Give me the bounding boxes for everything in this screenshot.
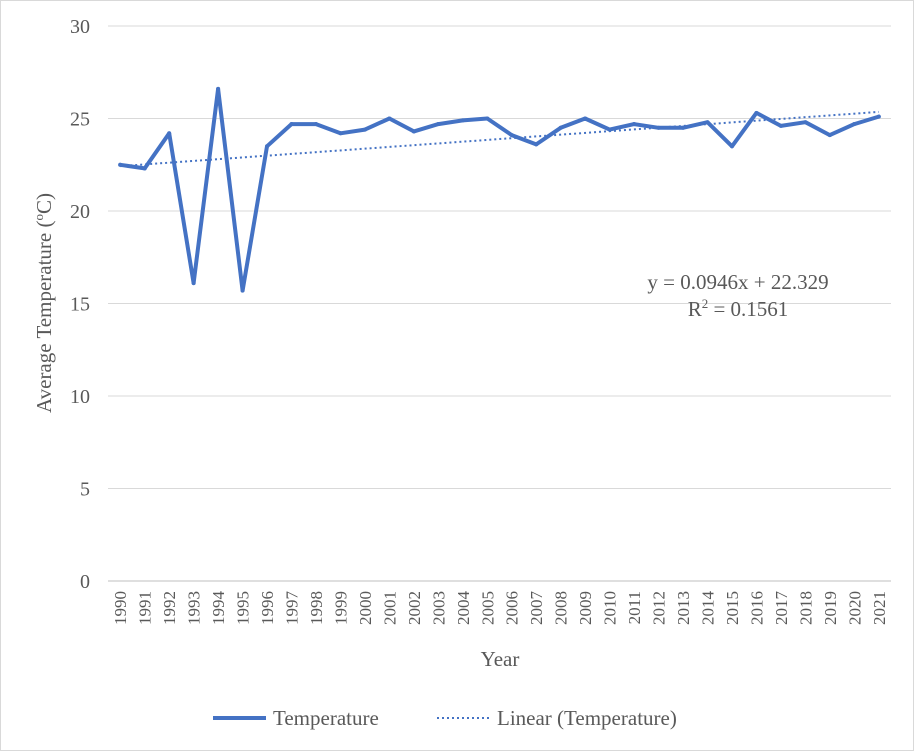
x-tick-label: 1996 <box>258 591 277 625</box>
y-axis-title: Average Temperature (oC) <box>31 193 56 413</box>
temperature-point <box>876 114 881 119</box>
legend-linear-label: Linear (Temperature) <box>497 706 677 730</box>
temperature-point <box>827 133 832 138</box>
x-tick-label: 1994 <box>209 591 228 626</box>
temperature-point <box>852 122 857 127</box>
temperature-point <box>803 120 808 125</box>
x-tick-label: 2007 <box>527 591 546 626</box>
x-tick-label: 1999 <box>331 591 350 625</box>
x-tick-label: 1993 <box>185 591 204 625</box>
temperature-point <box>362 127 367 132</box>
x-axis-title: Year <box>481 647 520 671</box>
temperature-point <box>338 131 343 136</box>
x-tick-label: 2002 <box>405 591 424 625</box>
temperature-point <box>411 129 416 134</box>
x-tick-label: 2009 <box>576 591 595 625</box>
y-axis-title-superscript: o <box>31 214 46 221</box>
temperature-point <box>485 116 490 121</box>
y-tick-label: 30 <box>70 16 90 38</box>
x-tick-label: 2006 <box>503 591 522 625</box>
r-squared-superscript: 2 <box>702 296 709 311</box>
x-tick-label: 2004 <box>454 591 473 626</box>
temperature-point <box>142 166 147 171</box>
y-tick-label: 20 <box>70 201 90 223</box>
legend: Temperature Linear (Temperature) <box>213 706 677 730</box>
x-tick-label: 2021 <box>870 591 889 625</box>
x-tick-label: 2012 <box>650 591 669 625</box>
x-tick-label: 2001 <box>380 591 399 625</box>
temperature-point <box>191 281 196 286</box>
x-tick-label: 2005 <box>478 591 497 625</box>
x-tick-label: 2015 <box>723 591 742 625</box>
temperature-point <box>460 118 465 123</box>
x-tick-label: 1991 <box>136 591 155 625</box>
x-tick-label: 1992 <box>160 591 179 625</box>
legend-temperature-label: Temperature <box>273 706 379 730</box>
temperature-point <box>754 110 759 115</box>
temperature-point <box>534 142 539 147</box>
x-tick-label: 2011 <box>625 591 644 624</box>
y-tick-label: 15 <box>70 294 90 316</box>
series-layer <box>118 86 881 293</box>
x-tick-label: 2000 <box>356 591 375 625</box>
x-tick-label: 1997 <box>283 591 302 626</box>
x-tick-label: 1990 <box>111 591 130 625</box>
y-tick-label: 25 <box>70 109 90 131</box>
temperature-point <box>729 144 734 149</box>
x-tick-label: 2017 <box>772 591 791 626</box>
y-tick-label: 5 <box>80 479 90 501</box>
x-tick-label: 2003 <box>429 591 448 625</box>
temperature-point <box>387 116 392 121</box>
x-tick-label: 2010 <box>601 591 620 625</box>
temperature-point <box>265 144 270 149</box>
temperature-line <box>118 86 881 293</box>
x-tick-label: 2020 <box>845 591 864 625</box>
temperature-point <box>216 86 221 91</box>
temperature-point <box>778 123 783 128</box>
trendline-equation: y = 0.0946x + 22.329 <box>647 270 828 294</box>
temperature-point <box>632 122 637 127</box>
x-tick-label: 2016 <box>747 591 766 625</box>
trendline-r-squared: R2 = 0.1561 <box>688 296 789 321</box>
temperature-point <box>583 116 588 121</box>
x-tick-label: 1995 <box>234 591 253 625</box>
temperature-point <box>509 133 514 138</box>
x-tick-labels: 1990 1991 1992 1993 1994 1995 1996 1997 1998 1999… <box>111 591 889 626</box>
r-squared-rest: = 0.1561 <box>708 297 788 321</box>
y-tick-labels: 0 5 10 15 20 25 30 <box>70 16 90 593</box>
temperature-point <box>167 131 172 136</box>
temperature-point <box>240 288 245 293</box>
temperature-point <box>436 122 441 127</box>
temperature-point <box>558 125 563 130</box>
y-tick-label: 0 <box>80 571 90 593</box>
x-tick-label: 2019 <box>821 591 840 625</box>
x-tick-label: 2014 <box>698 591 717 626</box>
y-tick-label: 10 <box>70 386 90 408</box>
gridlines <box>108 25 891 582</box>
temperature-point <box>705 120 710 125</box>
x-tick-label: 2018 <box>796 591 815 625</box>
x-tick-label: 1998 <box>307 591 326 625</box>
x-tick-label: 2008 <box>552 591 571 625</box>
temperature-point <box>313 122 318 127</box>
temperature-point <box>289 122 294 127</box>
linear-trendline <box>120 110 879 168</box>
x-tick-label: 2013 <box>674 591 693 625</box>
y-axis-title-end: C) <box>32 193 56 214</box>
